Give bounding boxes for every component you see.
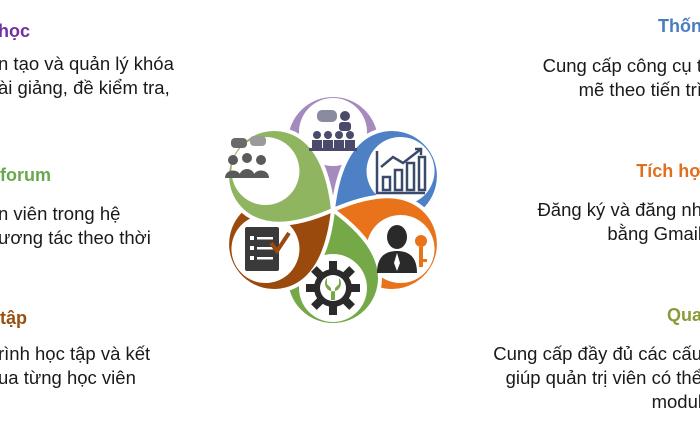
left-title-2: forum — [0, 165, 51, 185]
right-desc-2-line-1: Đăng ký và đăng nh — [537, 199, 700, 220]
meeting-presentation-icon — [309, 110, 357, 151]
left-desc-1-line-1: n tạo và quản lý khóa — [0, 53, 174, 74]
left-title-1: học — [0, 21, 31, 41]
right-desc-3: Cung cấp đầy đủ các cấu giúp quản trị vi… — [493, 342, 700, 414]
right-desc-2-line-2: bằng Gmail — [607, 223, 700, 244]
left-desc-3-line-1: rình học tập và kết — [0, 343, 151, 364]
left-desc-2-line-2: ương tác theo thời — [0, 227, 151, 248]
right-desc-3-line-3: modul — [651, 391, 700, 412]
right-desc-2: Đăng ký và đăng nh bằng Gmail — [537, 198, 700, 246]
right-desc-1: Cung cấp công cụ t mẽ theo tiến trì — [543, 54, 700, 102]
right-desc-1-line-1: Cung cấp công cụ t — [542, 55, 700, 76]
left-desc-3: rình học tập và kết ua từng học viên — [0, 342, 150, 390]
right-title-2: Tích hợ — [636, 161, 700, 181]
left-desc-1: n tạo và quản lý khóa ài giảng, đề kiểm … — [0, 52, 174, 100]
checklist-icon — [245, 227, 291, 271]
discussion-group-icon — [225, 136, 269, 178]
left-desc-2-line-1: n viên trong hệ — [0, 203, 121, 224]
right-desc-3-line-2: giúp quản trị viên có thể — [505, 367, 700, 388]
left-desc-1-line-2: ài giảng, đề kiểm tra, — [0, 77, 170, 98]
right-desc-3-line-1: Cung cấp đầy đủ các cấu — [493, 343, 700, 364]
bar-chart-growth-icon — [375, 147, 427, 195]
left-desc-2: n viên trong hệ ương tác theo thời — [0, 202, 151, 250]
right-desc-1-line-2: mẽ theo tiến trì — [578, 79, 700, 100]
left-desc-3-line-2: ua từng học viên — [0, 367, 136, 388]
right-title-1: Thốn — [658, 16, 700, 36]
right-title-3: Qua — [666, 305, 700, 325]
gear-wrench-icon — [306, 261, 360, 315]
admin-with-key-icon — [377, 225, 427, 273]
left-title-3: tập — [0, 308, 27, 328]
